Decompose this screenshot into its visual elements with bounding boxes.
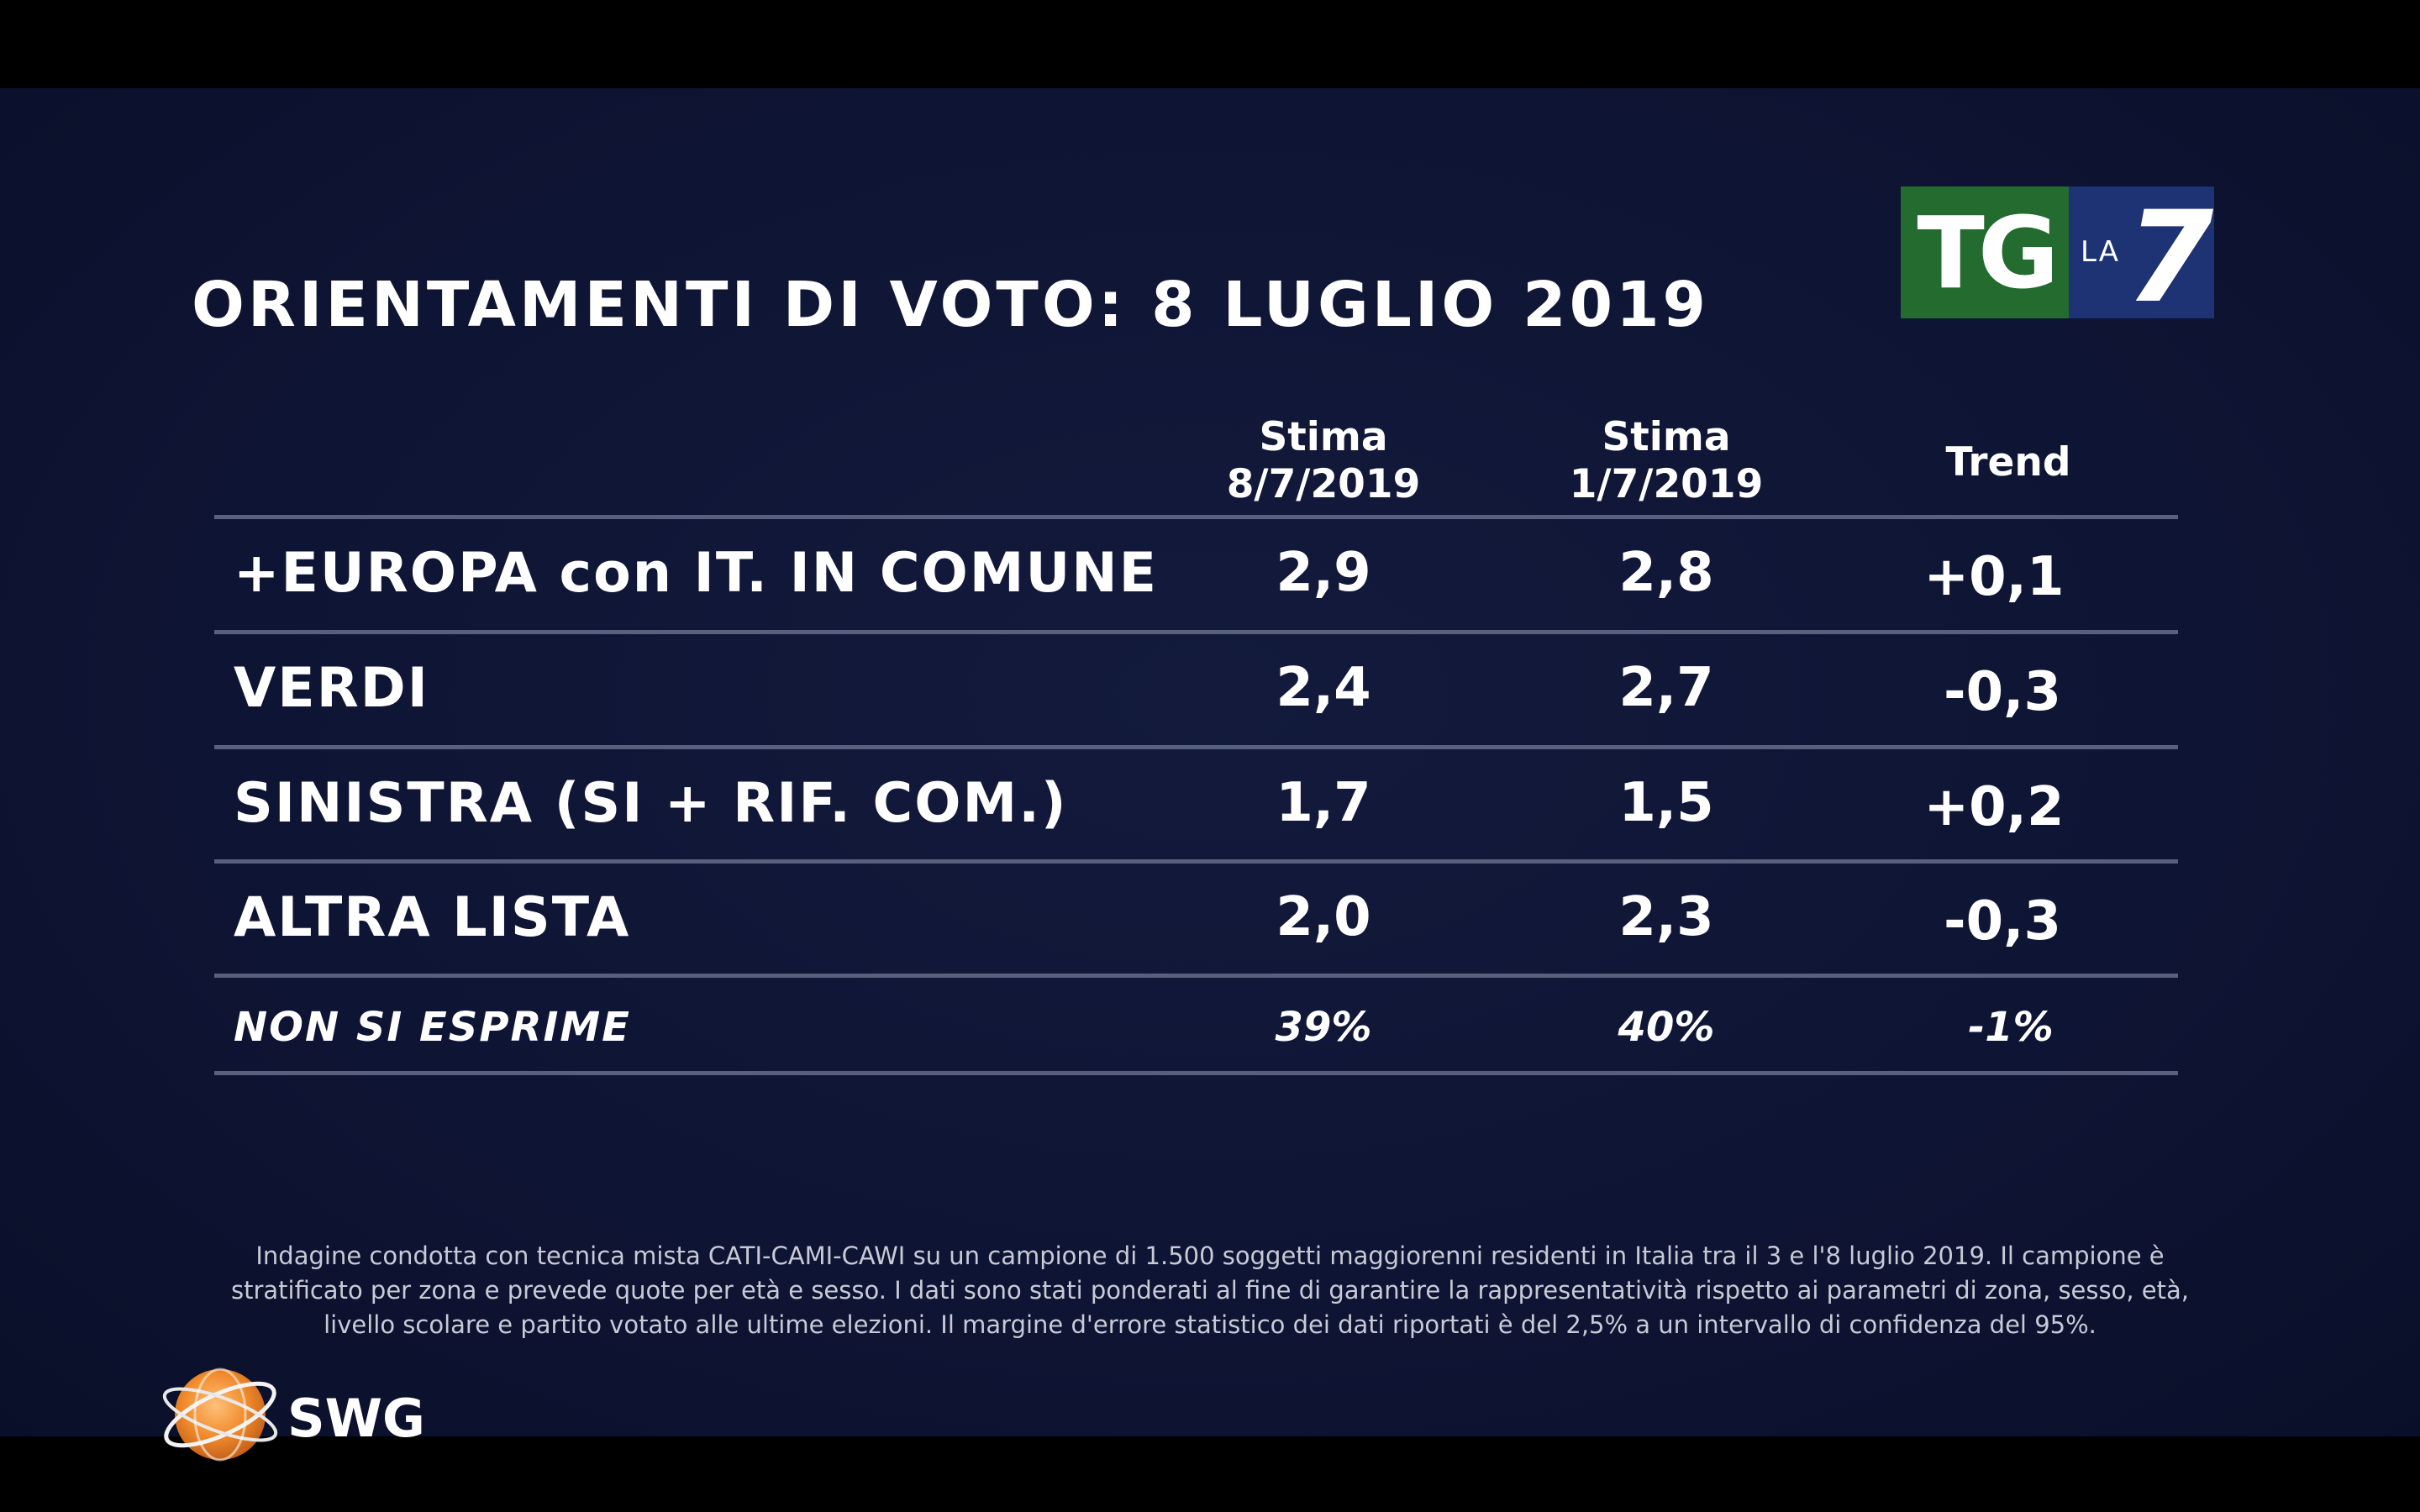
- swg-logo: SWG: [160, 1361, 437, 1470]
- methodology-note: Indagine condotta con tecnica mista CATI…: [231, 1242, 2189, 1339]
- value-trend: -1%: [1968, 1004, 2054, 1051]
- party-name: VERDI: [234, 657, 429, 720]
- value-stima-8-7: 2,4: [1276, 657, 1371, 719]
- party-name: NON SI ESPRIME: [234, 1004, 631, 1051]
- value-trend: +0,2: [1923, 776, 2065, 838]
- column-header-line2: 1/7/2019: [1569, 461, 1764, 507]
- la7-logo-la: LA: [2081, 235, 2120, 269]
- table-rule: [214, 974, 2178, 978]
- column-header-trend: Trend: [1882, 439, 2134, 486]
- column-header-stima-1-7: Stima 1/7/2019: [1540, 414, 1792, 508]
- swg-globe-icon: [162, 1368, 278, 1462]
- party-name: SINISTRA (SI + RIF. COM.): [234, 772, 1068, 835]
- la7-logo-seven: 7: [2126, 185, 2214, 331]
- column-header-line2: 8/7/2019: [1226, 461, 1421, 507]
- value-stima-8-7: 39%: [1275, 1004, 1372, 1051]
- value-stima-1-7: 2,3: [1618, 886, 1714, 948]
- column-header-line1: Stima: [1602, 414, 1731, 460]
- table-rule: [214, 859, 2178, 864]
- table-rule: [214, 1071, 2178, 1075]
- value-stima-8-7: 1,7: [1276, 772, 1371, 834]
- value-stima-8-7: 2,9: [1276, 542, 1371, 604]
- tg-la7-logo: TG LA 7: [1901, 185, 2214, 331]
- value-stima-1-7: 40%: [1618, 1004, 1715, 1051]
- table-rule: [214, 630, 2178, 634]
- value-trend: -0,3: [1944, 661, 2061, 723]
- value-stima-1-7: 1,5: [1618, 772, 1714, 834]
- table-rule: [214, 745, 2178, 749]
- swg-logo-text: SWG: [287, 1388, 425, 1449]
- table-rule: [214, 515, 2178, 519]
- column-header-line1: Trend: [1945, 439, 2071, 486]
- value-trend: -0,3: [1944, 890, 2061, 953]
- page-title: ORIENTAMENTI DI VOTO: 8 LUGLIO 2019: [192, 269, 1710, 341]
- value-stima-1-7: 2,8: [1618, 542, 1714, 604]
- column-header-stima-8-7: Stima 8/7/2019: [1197, 414, 1449, 508]
- tg-logo-mark: TG: [1901, 186, 2069, 318]
- column-header-line1: Stima: [1259, 414, 1388, 460]
- value-stima-8-7: 2,0: [1276, 886, 1371, 948]
- party-name: ALTRA LISTA: [234, 886, 631, 949]
- la7-logo-mark: LA 7: [2069, 185, 2214, 331]
- value-stima-1-7: 2,7: [1618, 657, 1714, 719]
- party-name: +EUROPA con IT. IN COMUNE: [234, 542, 1159, 605]
- broadcast-screen: ORIENTAMENTI DI VOTO: 8 LUGLIO 2019 TG L…: [0, 88, 2420, 1462]
- value-trend: +0,1: [1923, 546, 2065, 608]
